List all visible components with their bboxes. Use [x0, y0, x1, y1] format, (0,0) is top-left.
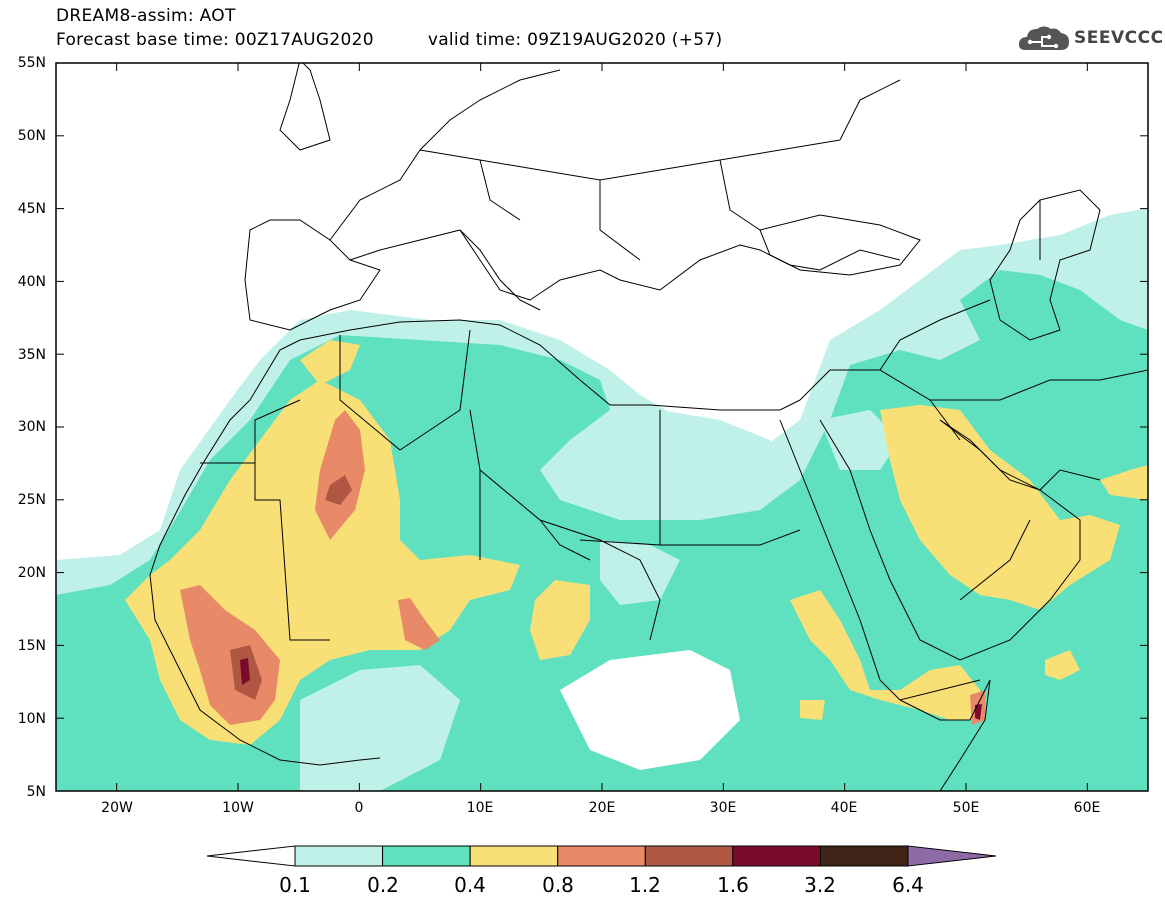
- aot-level-0.4-east: [1100, 465, 1148, 500]
- colorbar-swatch: [469, 845, 559, 867]
- coastline-persian-gulf: [939, 419, 1101, 491]
- coastline-west-africa: [149, 339, 381, 766]
- base-time: Forecast base time: 00Z17AUG2020: [56, 30, 374, 50]
- border-lines-europe: [329, 69, 901, 261]
- aot-level-0.8-niger: [398, 598, 440, 650]
- aot-level-0.4-arabia: [880, 405, 1120, 610]
- colorbar-swatch: [819, 845, 909, 867]
- colorbar-label-0.4: 0.4: [454, 873, 486, 897]
- aot-level-0.4-sudan: [530, 580, 590, 660]
- aot-level-0.4-north: [300, 340, 360, 385]
- coastline-red-sea: [779, 419, 981, 701]
- colorbar-label-0.8: 0.8: [542, 873, 574, 897]
- colorbar-label-1.6: 1.6: [717, 873, 749, 897]
- lon-label-50e: 50E: [952, 800, 980, 816]
- lat-label-30n: 30N: [17, 419, 46, 435]
- colorbar-swatch: [382, 845, 471, 867]
- aot-level-0.4-arabian-sea: [1045, 650, 1080, 680]
- aot-level-1.2-algeria: [325, 475, 352, 505]
- lon-label-20e: 20E: [588, 800, 616, 816]
- cloud-icon: [1018, 26, 1069, 50]
- time-info: Forecast base time: 00Z17AUG2020 valid ti…: [56, 30, 722, 50]
- lon-label-30e: 30E: [709, 800, 737, 816]
- lat-label-5n: 5N: [26, 784, 46, 800]
- aot-level-0.4-redsea: [790, 590, 980, 720]
- logo-text: SEEVCCC: [1074, 28, 1164, 48]
- coastline-arabia: [819, 419, 1081, 661]
- colorbar-swatch: [732, 845, 821, 867]
- lat-label-40n: 40N: [17, 274, 46, 290]
- lon-label-40e: 40E: [830, 800, 858, 816]
- lat-label-45n: 45N: [17, 201, 46, 217]
- map-title: DREAM8-assim: AOT: [56, 6, 236, 26]
- lat-label-35n: 35N: [17, 347, 46, 363]
- lat-label-25n: 25N: [17, 492, 46, 508]
- colorbar-label-0.2: 0.2: [367, 873, 399, 897]
- lon-label-0: 0: [354, 800, 364, 816]
- colorbar-label-0.1: 0.1: [279, 873, 311, 897]
- lat-label-15n: 15N: [17, 638, 46, 654]
- lat-label-50n: 50N: [17, 128, 46, 144]
- colorbar-label-3.2: 3.2: [804, 873, 836, 897]
- coastline-iberia: [244, 229, 381, 331]
- aot-gap-arabia: [820, 410, 900, 470]
- coastline-black-sea: [759, 214, 921, 276]
- border-lines-africa: [200, 329, 801, 641]
- country-borders: [149, 63, 1148, 791]
- lat-label-20n: 20N: [17, 565, 46, 581]
- lon-label-10e: 10E: [466, 800, 494, 816]
- colorbar-swatch: [294, 845, 384, 867]
- coastline-mediterranean-africa: [299, 319, 801, 411]
- lat-label-55n: 55N: [17, 55, 46, 71]
- lon-label-20w: 20W: [101, 800, 133, 816]
- colorbar-swatch: [557, 845, 646, 867]
- aot-gap-east-africa: [560, 650, 740, 770]
- coastline-britain: [279, 63, 331, 151]
- coastline-caspian: [989, 189, 1101, 341]
- aot-field: [56, 208, 1148, 791]
- aot-level-0.4-sudan-south: [800, 700, 825, 720]
- coastline-italy: [459, 229, 541, 311]
- seevccc-logo: SEEVCCC: [1016, 22, 1163, 54]
- aot-level-0.8-algeria: [315, 410, 365, 540]
- lon-label-60e: 60E: [1073, 800, 1101, 816]
- colorbar: [206, 845, 997, 867]
- lat-label-10n: 10N: [17, 711, 46, 727]
- aot-level-1.6-somalia: [975, 704, 982, 720]
- colorbar-low-arrow: [206, 845, 296, 867]
- aot-gap-gulf-guinea: [300, 665, 460, 791]
- axis-ticks: [56, 62, 1148, 792]
- colorbar-swatch: [644, 845, 734, 867]
- aot-gap-north-africa: [600, 410, 780, 500]
- valid-time: valid time: 09Z19AUG2020 (+57): [427, 30, 723, 50]
- colorbar-high-arrow: [907, 845, 997, 867]
- border-lines-mideast: [799, 200, 1148, 601]
- coastline-horn: [899, 679, 991, 791]
- colorbar-label-1.2: 1.2: [629, 873, 661, 897]
- aot-level-1.6-mali: [240, 658, 250, 685]
- lon-label-10w: 10W: [222, 800, 254, 816]
- colorbar-label-6.4: 6.4: [892, 873, 924, 897]
- aot-gap-sahel: [600, 540, 680, 605]
